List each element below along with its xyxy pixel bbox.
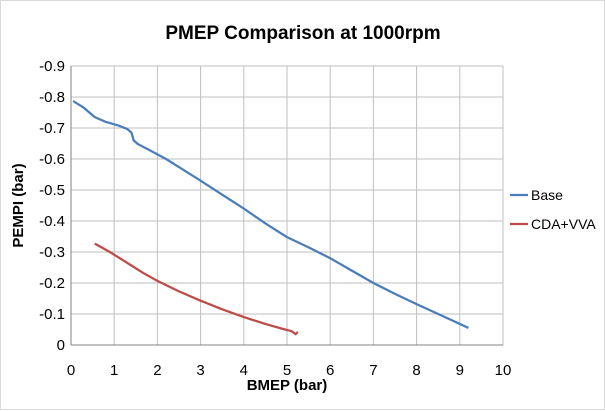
x-tick-label: 7: [369, 362, 377, 379]
x-tick-label: 10: [495, 362, 512, 379]
x-tick-label: 5: [283, 362, 291, 379]
y-tick-label: -0.9: [39, 58, 65, 75]
x-tick-label: 8: [412, 362, 420, 379]
x-tick-label: 2: [153, 362, 161, 379]
series-line-cda-vva: [94, 242, 299, 336]
x-tick-label: 0: [67, 362, 75, 379]
series-line-base: [72, 100, 469, 329]
x-tick-label: 1: [110, 362, 118, 379]
y-tick-label: -0.7: [39, 120, 65, 137]
y-axis-title: PEMPI (bar): [10, 163, 27, 247]
y-tick-label: 0: [57, 337, 65, 354]
y-tick-label: -0.6: [39, 151, 65, 168]
chart-title: PMEP Comparison at 1000rpm: [165, 23, 440, 44]
y-tick-label: -0.1: [39, 306, 65, 323]
y-tick-label: -0.5: [39, 182, 65, 199]
y-tick-label: -0.4: [39, 213, 65, 230]
legend-label: CDA+VVA: [531, 216, 596, 232]
x-tick-label: 3: [196, 362, 204, 379]
y-tick-label: -0.3: [39, 244, 65, 261]
legend-label: Base: [531, 187, 563, 203]
x-tick-label: 9: [456, 362, 464, 379]
x-axis-title: BMEP (bar): [247, 377, 328, 394]
y-tick-label: -0.2: [39, 275, 65, 292]
x-tick-label: 6: [326, 362, 334, 379]
y-tick-label: -0.8: [39, 89, 65, 106]
x-tick-label: 4: [240, 362, 248, 379]
